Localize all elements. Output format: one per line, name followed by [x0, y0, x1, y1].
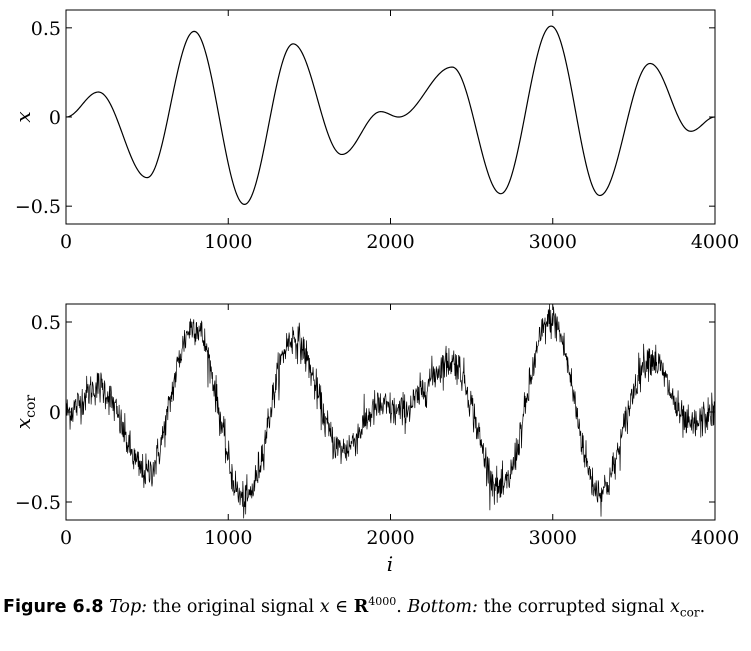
x-tick-label: 2000	[366, 231, 414, 253]
caption-top-word: Top:	[109, 596, 148, 617]
x-tick-label: 4000	[691, 231, 739, 253]
figure-label: Figure 6.8	[3, 596, 104, 617]
x-tick-label: 0	[60, 527, 72, 549]
caption-element-of-symbol: ∈	[335, 596, 349, 617]
caption-bottom-word: Bottom:	[407, 596, 478, 617]
y-tick-label: 0	[49, 107, 61, 129]
x-tick-label: 3000	[529, 231, 577, 253]
x-tick-label: 0	[60, 231, 72, 253]
bottom-y-axis-label: xcor	[11, 395, 39, 430]
x-tick-label: 1000	[204, 231, 252, 253]
caption-math-xcor: x	[670, 596, 680, 617]
caption-cor-subscript: cor	[679, 605, 700, 620]
bottom-x-axis-label: i	[387, 552, 393, 576]
bottom-corrupted-signal-line	[65, 303, 716, 519]
y-tick-label: −0.5	[15, 196, 61, 218]
caption-math-x: x	[319, 596, 330, 617]
x-tick-label: 3000	[529, 527, 577, 549]
caption-period: .	[396, 596, 402, 617]
y-tick-label: −0.5	[15, 492, 61, 514]
x-tick-label: 1000	[204, 527, 252, 549]
bottom-plot-ticks: 0 1000 2000 3000 4000 0.5 0 −0.5	[15, 304, 739, 549]
figure: 0 1000 2000 3000 4000 0.5 0 −0.5 x 0 1000 2000 300…	[11, 9, 739, 576]
caption-text-top: the original signal	[152, 596, 315, 617]
caption-end-period: .	[699, 596, 706, 617]
top-plot-ticks: 0 1000 2000 3000 4000 0.5 0 −0.5	[15, 10, 739, 253]
y-tick-label: 0.5	[31, 312, 61, 334]
caption-exponent: 4000	[368, 595, 397, 608]
x-tick-label: 4000	[691, 527, 739, 549]
top-signal-line	[65, 25, 716, 205]
y-tick-label: 0	[49, 402, 61, 424]
bottom-plot: 0 1000 2000 3000 4000 0.5 0 −0.5 xcor i	[11, 303, 739, 576]
top-y-axis-label: x	[11, 111, 35, 122]
top-plot: 0 1000 2000 3000 4000 0.5 0 −0.5 x	[11, 9, 739, 253]
caption-reals-symbol: R	[353, 596, 369, 617]
figure-caption: Figure 6.8 Top: the original signal x ∈ …	[3, 588, 749, 626]
caption-text-bottom: the corrupted signal	[483, 596, 665, 617]
y-tick-label: 0.5	[31, 18, 61, 40]
top-plot-frame	[65, 9, 716, 225]
x-tick-label: 2000	[366, 527, 414, 549]
